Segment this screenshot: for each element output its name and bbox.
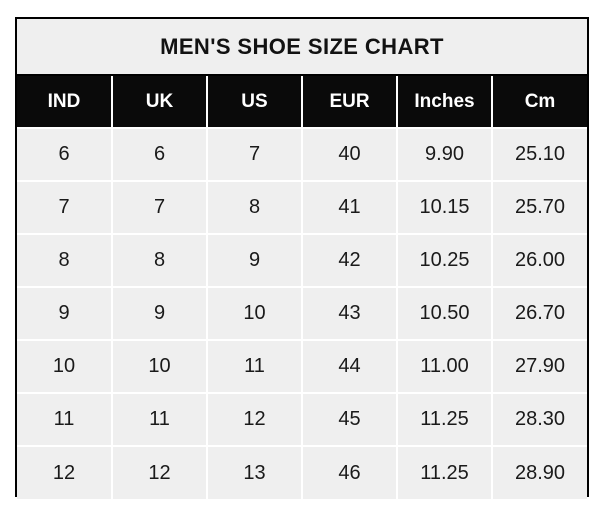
cell-cm: 25.70 xyxy=(491,180,587,234)
cell-uk: 8 xyxy=(111,233,207,287)
cell-uk: 10 xyxy=(111,339,207,393)
column-header-ind: IND xyxy=(17,74,112,128)
page-title: MEN'S SHOE SIZE CHART xyxy=(17,19,587,75)
cell-cm: 27.90 xyxy=(491,339,587,393)
table-row: 9 9 10 43 10.50 26.70 xyxy=(17,286,587,340)
cell-uk: 7 xyxy=(111,180,207,234)
cell-inches: 10.15 xyxy=(396,180,492,234)
cell-inches: 11.25 xyxy=(396,445,492,499)
cell-eur: 44 xyxy=(301,339,397,393)
cell-us: 7 xyxy=(206,127,302,181)
cell-us: 9 xyxy=(206,233,302,287)
cell-eur: 42 xyxy=(301,233,397,287)
table-row: 7 7 8 41 10.15 25.70 xyxy=(17,180,587,234)
cell-uk: 12 xyxy=(111,445,207,499)
cell-inches: 11.25 xyxy=(396,392,492,446)
cell-ind: 9 xyxy=(17,286,112,340)
cell-ind: 10 xyxy=(17,339,112,393)
cell-uk: 6 xyxy=(111,127,207,181)
cell-cm: 28.30 xyxy=(491,392,587,446)
cell-inches: 10.25 xyxy=(396,233,492,287)
cell-ind: 12 xyxy=(17,445,112,499)
cell-inches: 10.50 xyxy=(396,286,492,340)
cell-ind: 11 xyxy=(17,392,112,446)
table-row: 12 12 13 46 11.25 28.90 xyxy=(17,445,587,499)
cell-eur: 46 xyxy=(301,445,397,499)
cell-us: 8 xyxy=(206,180,302,234)
cell-cm: 26.00 xyxy=(491,233,587,287)
chart-title-row: MEN'S SHOE SIZE CHART xyxy=(17,19,587,75)
table-header-row: IND UK US EUR Inches Cm xyxy=(17,74,587,128)
cell-cm: 26.70 xyxy=(491,286,587,340)
cell-us: 10 xyxy=(206,286,302,340)
cell-cm: 28.90 xyxy=(491,445,587,499)
cell-eur: 40 xyxy=(301,127,397,181)
cell-inches: 9.90 xyxy=(396,127,492,181)
table-row: 11 11 12 45 11.25 28.30 xyxy=(17,392,587,446)
table-row: 8 8 9 42 10.25 26.00 xyxy=(17,233,587,287)
cell-uk: 9 xyxy=(111,286,207,340)
shoe-size-table: MEN'S SHOE SIZE CHART IND UK US EUR Inch… xyxy=(17,19,587,499)
column-header-cm: Cm xyxy=(491,74,587,128)
cell-ind: 7 xyxy=(17,180,112,234)
size-chart-container: MEN'S SHOE SIZE CHART IND UK US EUR Inch… xyxy=(15,17,589,499)
column-header-uk: UK xyxy=(111,74,207,128)
column-header-inches: Inches xyxy=(396,74,492,128)
cell-eur: 43 xyxy=(301,286,397,340)
column-header-eur: EUR xyxy=(301,74,397,128)
cell-eur: 45 xyxy=(301,392,397,446)
column-header-us: US xyxy=(206,74,302,128)
table-row: 10 10 11 44 11.00 27.90 xyxy=(17,339,587,393)
cell-us: 11 xyxy=(206,339,302,393)
cell-cm: 25.10 xyxy=(491,127,587,181)
cell-us: 13 xyxy=(206,445,302,499)
cell-ind: 6 xyxy=(17,127,112,181)
cell-us: 12 xyxy=(206,392,302,446)
cell-uk: 11 xyxy=(111,392,207,446)
cell-ind: 8 xyxy=(17,233,112,287)
cell-eur: 41 xyxy=(301,180,397,234)
cell-inches: 11.00 xyxy=(396,339,492,393)
table-row: 6 6 7 40 9.90 25.10 xyxy=(17,127,587,181)
